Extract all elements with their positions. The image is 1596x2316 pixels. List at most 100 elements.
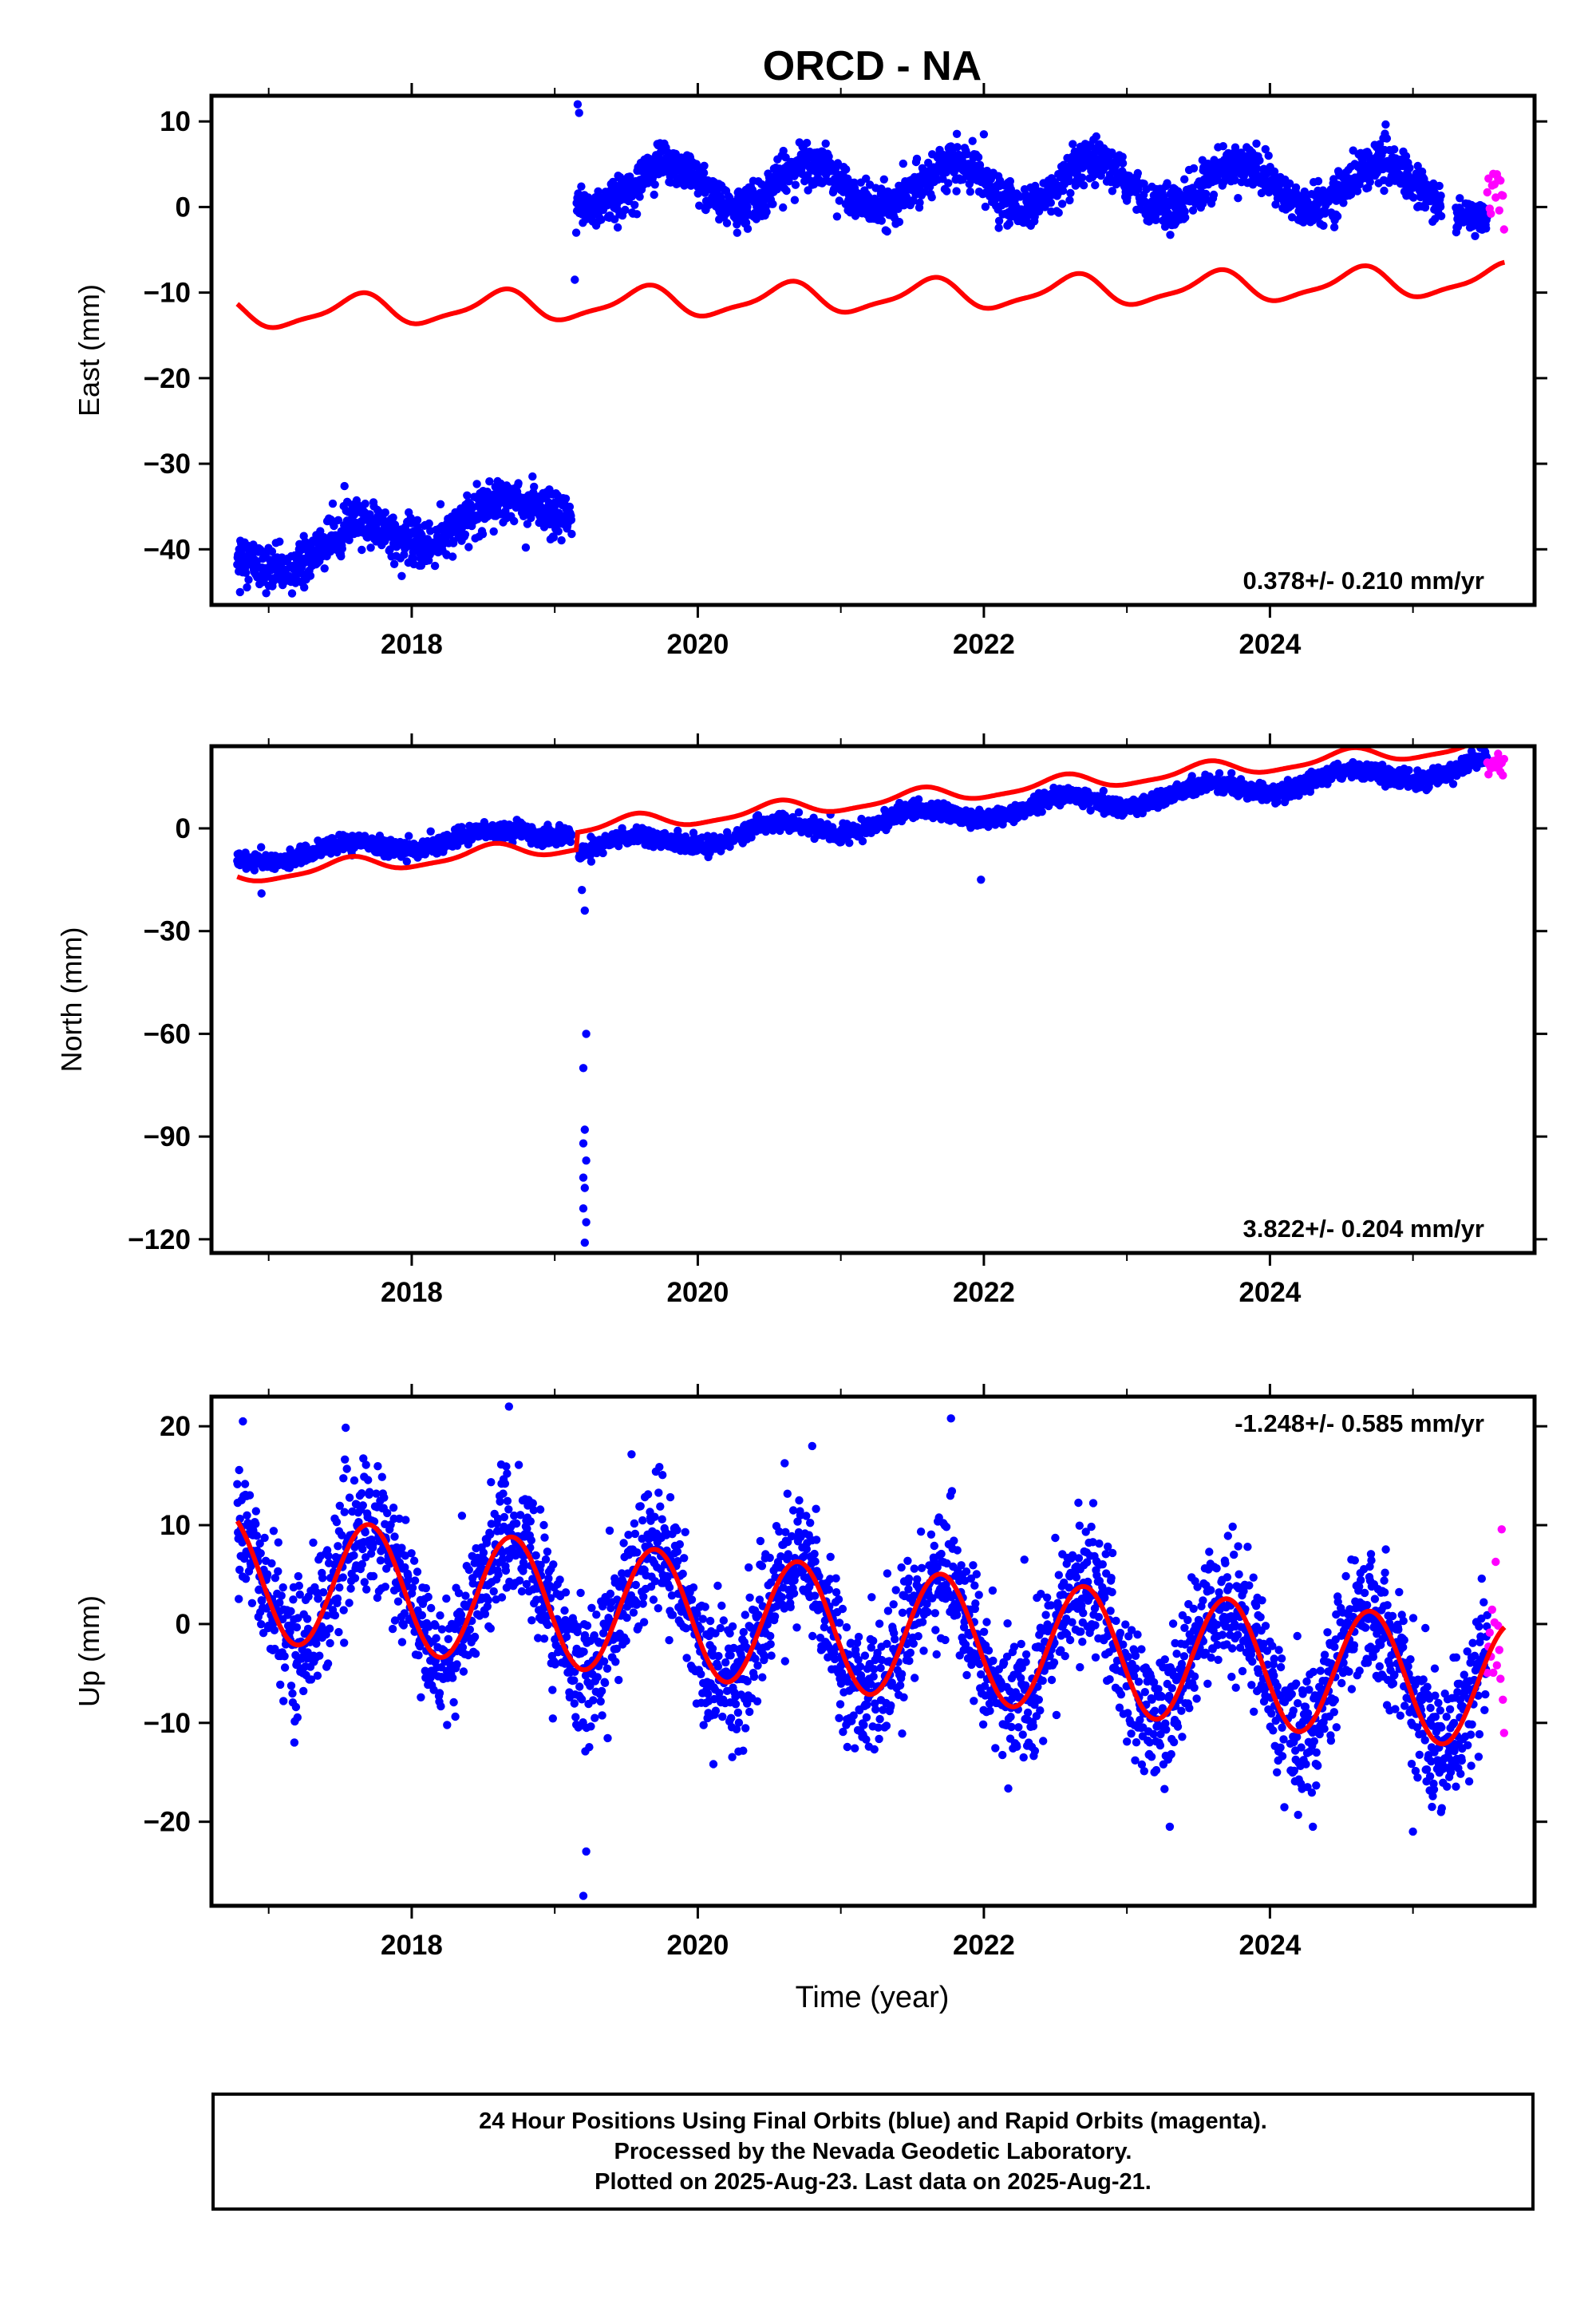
final-point [1380,186,1389,196]
final-point [1069,140,1077,148]
final-point [1189,164,1199,173]
chart-title: ORCD - NA [763,43,982,89]
final-point [514,479,523,488]
final-point [1086,141,1096,151]
final-point [1339,199,1348,207]
final-point [575,109,583,117]
final-point [1261,144,1270,154]
final-point [267,547,277,556]
final-point [1118,152,1127,161]
final-point [485,477,494,486]
x-tick-label: 2020 [666,629,729,660]
final-point [1382,134,1392,143]
final-point [1065,176,1074,186]
final-point [405,832,413,840]
final-point [801,157,811,166]
final-point [1005,219,1014,228]
final-point [613,223,622,232]
final-point [782,186,791,196]
rapid-point [1499,192,1507,200]
final-point [523,520,532,528]
final-point [597,215,606,224]
final-point [909,196,918,205]
final-point [979,130,989,139]
final-point [320,564,329,573]
final-point [1092,132,1101,141]
final-point [275,537,284,546]
final-point [262,589,271,598]
final-point [1054,208,1063,217]
y-tick-label: −40 [144,534,191,565]
final-point [1263,168,1272,178]
final-point [571,275,579,284]
final-point [743,202,752,211]
rapid-point [1496,176,1505,185]
final-point [952,129,962,138]
final-point [358,545,366,555]
final-point [632,210,642,219]
final-point [1270,167,1279,176]
final-point [1234,194,1242,203]
final-point [389,559,399,568]
rate-annotation: 0.378+/- 0.210 mm/yr [1243,567,1484,595]
final-point [1319,221,1328,230]
final-point [463,491,472,500]
final-point [650,190,658,200]
final-point [478,530,488,539]
final-point [914,795,923,804]
final-point [436,500,445,508]
x-tick-label: 2022 [953,629,1015,660]
final-point [781,153,790,162]
final-point [942,187,951,196]
final-point [1482,224,1491,233]
final-point [791,180,800,189]
final-point [577,182,586,191]
final-point [1329,223,1339,231]
final-point [334,516,343,524]
final-point [733,228,741,237]
final-point [877,216,887,225]
final-point [1436,211,1446,220]
final-point [1300,187,1310,196]
final-point [794,808,804,817]
final-point [300,583,309,592]
final-point [402,857,411,866]
final-point [337,551,346,561]
y-tick-label: −30 [144,449,191,480]
final-point [952,187,961,196]
final-point [835,196,844,205]
final-point [1108,187,1117,196]
final-point [1099,786,1108,796]
final-point [366,543,375,552]
final-point [567,830,576,840]
final-point [1413,161,1422,171]
final-point [968,136,977,145]
final-point [306,571,315,580]
final-point [621,205,630,215]
final-point [1118,159,1128,168]
final-point [449,539,458,547]
final-point [1046,198,1056,207]
final-point [244,575,253,584]
final-point [821,139,830,148]
final-point [1202,189,1211,199]
final-point [1321,209,1329,218]
final-point [567,529,576,539]
final-point [824,152,833,161]
final-point [561,494,571,503]
final-point [489,527,498,536]
final-point [1435,181,1444,191]
final-point [1347,190,1356,199]
final-point [549,533,558,542]
final-point [994,223,1003,232]
y-axis-label: East (mm) [73,284,105,417]
final-point [1436,192,1445,200]
final-point [626,172,634,181]
final-point [510,516,519,526]
final-point [413,516,422,524]
final-point [944,179,953,188]
final-point [966,188,975,196]
final-point [1409,193,1418,202]
final-point [1264,151,1273,160]
